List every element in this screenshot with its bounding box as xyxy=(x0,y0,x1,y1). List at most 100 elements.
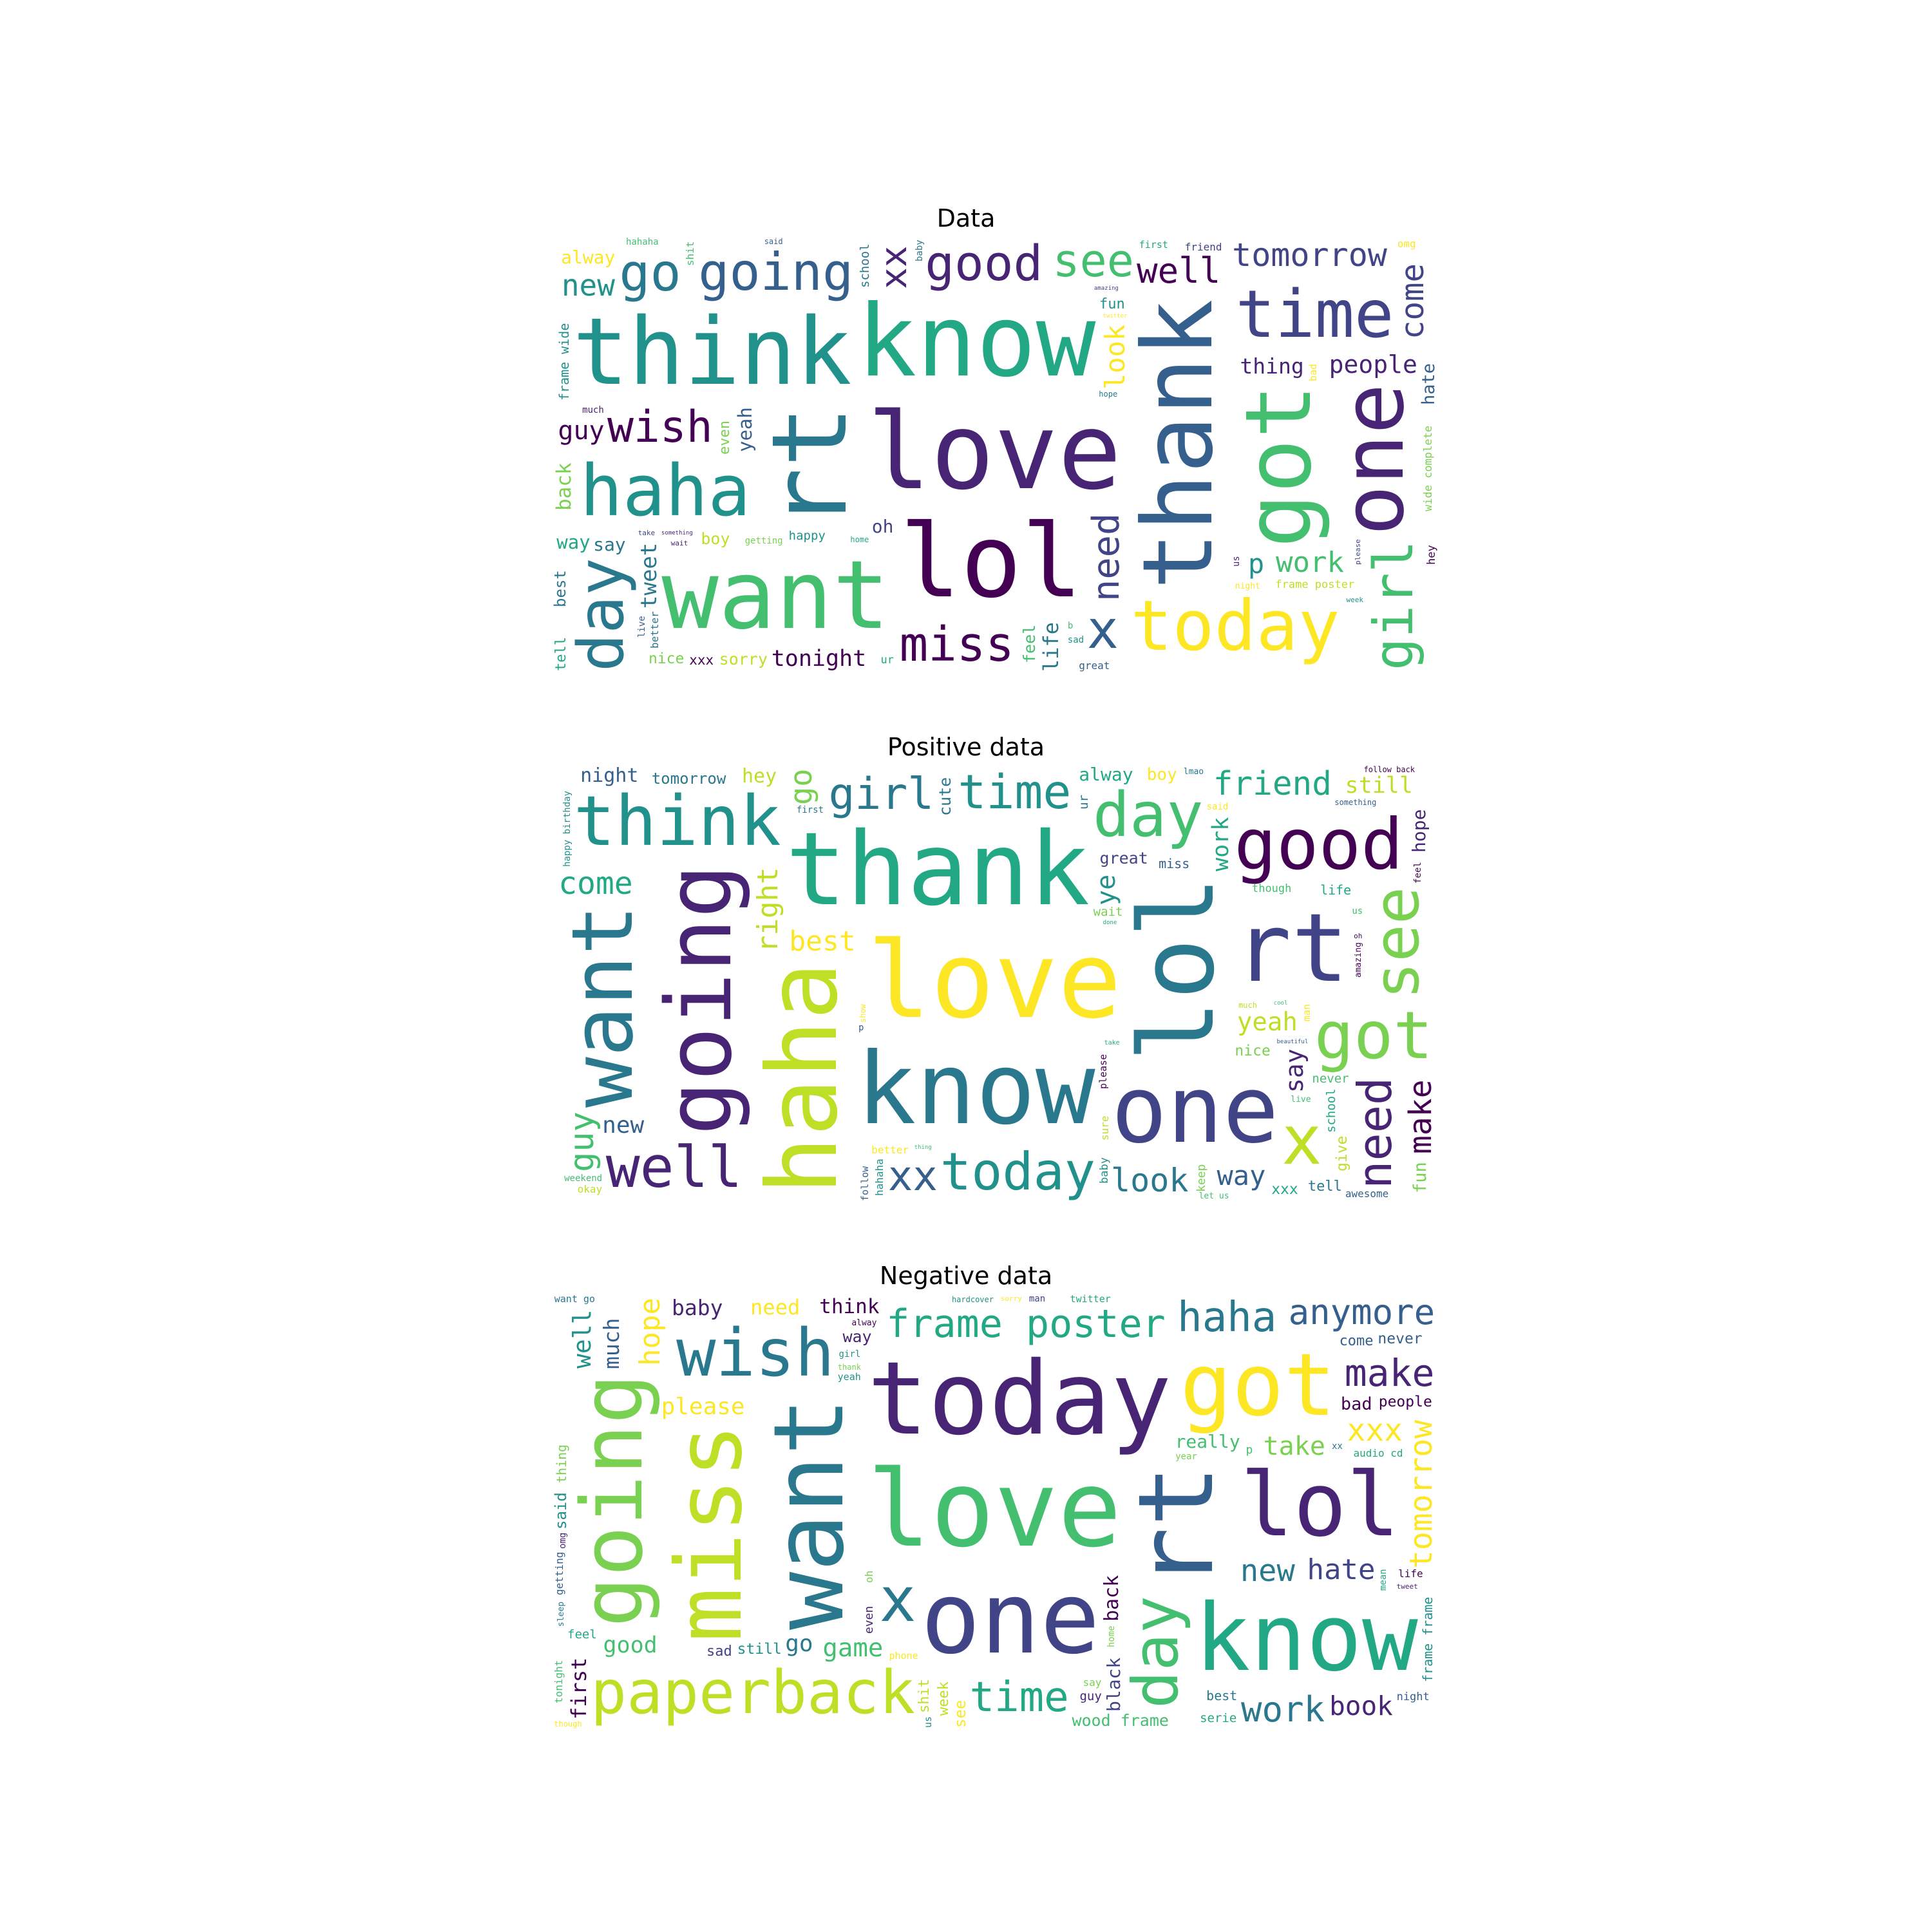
cloud-word: getting xyxy=(553,1551,565,1596)
cloud-word: think xyxy=(573,297,852,406)
cloud-word: today xyxy=(867,1340,1172,1458)
cloud-word: guy xyxy=(1079,1689,1102,1703)
cloud-word: think xyxy=(573,782,781,862)
cloud-word: work xyxy=(1276,546,1345,580)
cloud-word: well xyxy=(568,1309,597,1369)
cloud-word: go xyxy=(785,1631,813,1658)
cloud-word: really xyxy=(1175,1431,1240,1453)
cloud-word: alway xyxy=(561,246,616,268)
cloud-word: us xyxy=(1231,556,1242,567)
cloud-word: well xyxy=(1137,251,1221,292)
cloud-word: frame frame xyxy=(1420,1596,1436,1683)
cloud-word: wood frame xyxy=(1072,1711,1169,1730)
cloud-word: rt xyxy=(750,405,871,531)
cloud-word: sad xyxy=(1067,634,1084,645)
cloud-word: think xyxy=(819,1295,880,1319)
cloud-word: first xyxy=(1139,238,1168,251)
cloud-word: say xyxy=(1280,1048,1309,1094)
cloud-word: people xyxy=(1378,1393,1432,1410)
cloud-word: better xyxy=(871,1143,909,1156)
cloud-word: wish xyxy=(607,402,713,453)
cloud-word: going xyxy=(698,242,854,302)
cloud-word: come xyxy=(1339,1332,1374,1349)
cloud-word: xx xyxy=(887,1152,938,1200)
cloud-word: hope xyxy=(633,1297,667,1366)
cloud-word: new xyxy=(561,268,615,303)
cloud-word: look xyxy=(1111,1162,1189,1200)
cloud-word: tweet xyxy=(1396,1582,1418,1591)
cloud-word: haha xyxy=(747,961,860,1195)
cloud-word: game xyxy=(822,1633,884,1663)
cloud-word: say xyxy=(593,534,626,556)
cloud-word: audio cd xyxy=(1353,1447,1403,1460)
cloud-word: live xyxy=(1291,1094,1311,1104)
cloud-word: us xyxy=(922,1716,934,1728)
cloud-word: rt xyxy=(1234,893,1349,1004)
cloud-word: x xyxy=(879,1564,916,1636)
cloud-word: school xyxy=(1324,1088,1339,1133)
cloud-word: thing xyxy=(553,1444,569,1484)
cloud-word: lmao xyxy=(1183,767,1204,777)
cloud-word: frame poster xyxy=(1275,578,1355,592)
cloud-word: yeah xyxy=(734,407,756,453)
cloud-word: love xyxy=(867,1447,1122,1571)
panel-title: Negative data xyxy=(879,1262,1053,1290)
cloud-word: go xyxy=(783,768,819,806)
cloud-word: make xyxy=(1402,1079,1439,1154)
cloud-word: getting xyxy=(744,535,783,546)
cloud-word: good xyxy=(925,236,1043,292)
cloud-word: boy xyxy=(701,529,730,549)
cloud-word: ye xyxy=(1091,874,1121,905)
cloud-word: first xyxy=(796,805,824,816)
cloud-word: baby xyxy=(914,240,925,261)
cloud-word: p xyxy=(1247,548,1265,580)
cloud-word: haha xyxy=(1177,1294,1277,1342)
cloud-word: tell xyxy=(553,636,569,671)
cloud-word: take xyxy=(638,529,656,538)
cloud-word: see xyxy=(1360,886,1434,999)
cloud-word: friend xyxy=(1184,241,1222,254)
cloud-word: new xyxy=(1240,1553,1295,1589)
cloud-word: guy xyxy=(562,1111,601,1172)
cloud-word: want xyxy=(661,540,890,650)
cloud-word: omg xyxy=(557,1532,568,1549)
cloud-word: thank xyxy=(785,810,1090,929)
cloud-word: thing xyxy=(914,1144,932,1151)
cloud-word: give xyxy=(1333,1135,1350,1172)
cloud-word: need xyxy=(750,1294,800,1320)
cloud-word: oh xyxy=(862,1570,875,1584)
cloud-word: thing xyxy=(1240,353,1304,379)
cloud-word: first xyxy=(567,1657,592,1720)
cloud-word: tonight xyxy=(771,646,867,672)
cloud-word: alway xyxy=(851,1318,877,1328)
cloud-word: xxx xyxy=(1347,1412,1403,1449)
cloud-word: tomorrow xyxy=(1232,236,1387,274)
cloud-word: follow back xyxy=(1363,765,1416,775)
cloud-word: hey xyxy=(741,764,777,788)
cloud-word: live xyxy=(636,616,647,638)
cloud-word: need xyxy=(1084,513,1128,602)
cloud-word: fun xyxy=(1099,296,1125,313)
cloud-word: wish xyxy=(676,1314,835,1392)
cloud-word: hate xyxy=(1419,363,1439,406)
cloud-word: sad xyxy=(706,1643,732,1660)
cloud-word: yeah xyxy=(837,1371,861,1383)
cloud-word: amazing xyxy=(1353,942,1363,978)
cloud-word: thank xyxy=(1122,299,1235,591)
cloud-word: year xyxy=(1175,1452,1197,1463)
cloud-word: going xyxy=(647,864,752,1135)
cloud-word: come xyxy=(558,865,633,902)
cloud-word: tell xyxy=(1307,1179,1342,1195)
cloud-word: work xyxy=(1241,1689,1325,1730)
cloud-word: twitter xyxy=(1070,1293,1111,1305)
cloud-word: see xyxy=(1052,236,1134,287)
cloud-word: p xyxy=(1245,1443,1253,1457)
cloud-word: know xyxy=(856,1032,1095,1148)
cloud-word: way xyxy=(556,531,591,553)
cloud-word: bad xyxy=(1307,363,1319,381)
cloud-word: sorry xyxy=(1000,1294,1022,1303)
cloud-word: week xyxy=(1346,596,1364,605)
cloud-word: thank xyxy=(837,1363,861,1372)
cloud-word: well xyxy=(605,1133,743,1200)
cloud-word: one xyxy=(1111,1055,1279,1164)
